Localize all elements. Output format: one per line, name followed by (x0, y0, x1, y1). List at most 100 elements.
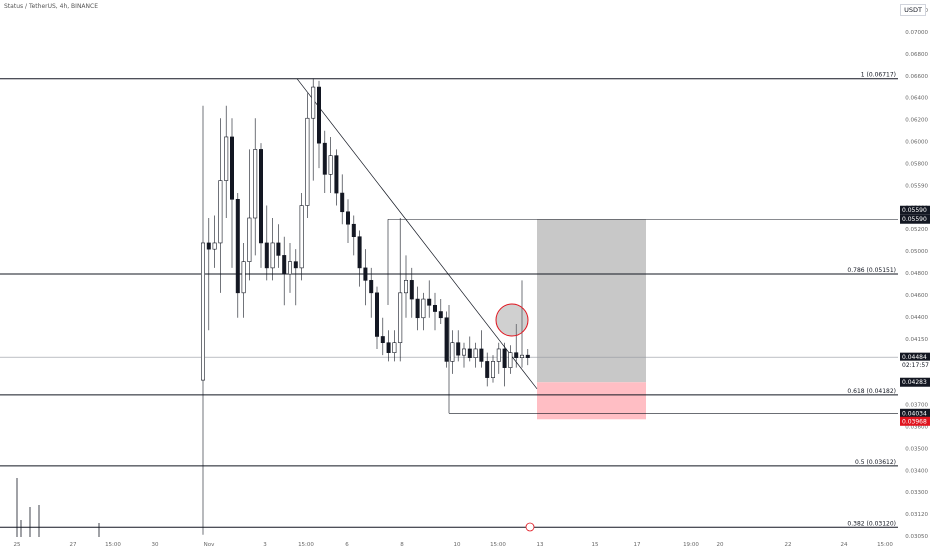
price-tick-label: 0.03300 (905, 490, 928, 496)
time-tick-label: 6 (345, 542, 349, 548)
stop-badge-text: 0.04034 (902, 410, 927, 417)
time-tick-label: 15:00 (490, 542, 506, 548)
time-tick-label: 3 (263, 542, 267, 548)
candle-body (444, 317, 449, 362)
candle-body (485, 361, 490, 378)
fib-level-label: 0.786 (0.05151) (847, 267, 896, 274)
candle-body (340, 192, 345, 213)
entry-badge: 0.04283 (900, 377, 930, 387)
candle-body (461, 348, 466, 356)
price-tick-label: 0.03050 (905, 534, 928, 540)
candle-body (201, 242, 206, 381)
candle-body (369, 280, 374, 294)
candle-body (438, 311, 443, 319)
candle-body (421, 298, 426, 319)
time-tick-label: 20 (717, 542, 724, 548)
price-tick-label: 0.04150 (905, 337, 928, 343)
current-price-badge: 0.04484 (900, 352, 930, 362)
fib-level-label: 1 (0.06717) (861, 72, 896, 79)
candle-body (427, 298, 432, 306)
target-badge-bg (900, 214, 930, 224)
fib-level-label: 0.618 (0.04182) (847, 388, 896, 395)
profit-zone (537, 219, 646, 383)
candle-body (270, 242, 275, 269)
candle-body (322, 142, 327, 175)
candle-body (224, 136, 229, 181)
stop-loss-badge-text: 0.03968 (902, 418, 927, 425)
time-tick-label: 15:00 (298, 542, 314, 548)
candle-body (432, 304, 437, 312)
candle-body (235, 198, 240, 294)
stop-badge: 0.04034 (900, 408, 930, 418)
time-axis: 25 27 15:00 30 Nov 3 15:00 6 8 10 15:00 13 15 17 19:00… (14, 542, 894, 548)
candle-body (328, 155, 333, 175)
time-tick-label: 13 (537, 542, 544, 548)
candle-body (450, 342, 455, 362)
trendline (296, 78, 538, 390)
candle-body (206, 242, 211, 250)
stop-loss-badge-bg (900, 416, 930, 426)
price-axis: 0.072000.070000.068000.066000.064000.062… (905, 8, 928, 540)
price-tick-label: 0.06400 (905, 96, 928, 102)
event-marker-icon (525, 522, 535, 532)
candle-body (241, 261, 246, 294)
time-tick-label: 25 (14, 542, 21, 548)
candle-body (380, 336, 385, 344)
candle-body (403, 280, 408, 294)
price-tick-label: 0.05590 (905, 183, 928, 189)
price-tick-label: 0.05200 (905, 227, 928, 233)
current-price-badge-bg (900, 352, 930, 362)
fib-level-label: 0.5 (0.03612) (855, 459, 896, 466)
candle-body (479, 348, 484, 362)
price-tick-label: 0.06200 (905, 118, 928, 124)
candle-body (496, 348, 501, 362)
stop-badge-bg (900, 408, 930, 418)
candle-body (490, 361, 495, 378)
candle-body (345, 211, 350, 225)
price-tick-label: 0.03120 (905, 512, 928, 518)
price-tick-label: 0.03600 (905, 424, 928, 430)
candle-body (212, 242, 217, 250)
currency-badge[interactable]: USDT (900, 4, 926, 16)
candle-body (230, 136, 235, 200)
candle-body (218, 180, 223, 244)
chart-title: Status / TetherUS, 4h, BINANCE (4, 3, 99, 10)
entry-badge-text: 0.04283 (902, 379, 927, 386)
time-tick-label: 15 (592, 542, 599, 548)
time-tick-label: 24 (841, 542, 848, 548)
target-badge-upper-bg (900, 205, 930, 215)
time-tick-label: 27 (70, 542, 77, 548)
candle-body (508, 352, 513, 368)
fib-level-label: 0.382 (0.03120) (847, 520, 896, 527)
candle-body (351, 223, 356, 238)
candle-body (253, 149, 258, 219)
target-badge-upper-text: 0.05590 (902, 207, 927, 214)
countdown-badge: 02:17:57 (900, 360, 930, 370)
candle-body (386, 342, 391, 353)
time-tick-label: 10 (454, 542, 461, 548)
current-price-badge-text: 0.04484 (902, 354, 927, 361)
target-badge: 0.05590 (900, 214, 930, 224)
candle-body (299, 205, 304, 269)
candle-body (392, 342, 397, 353)
candle-body (502, 348, 507, 368)
target-badge-upper: 0.05590 (900, 205, 930, 215)
candle-body (334, 155, 339, 194)
price-tick-label: 0.05000 (905, 249, 928, 255)
candle-body (316, 86, 321, 144)
candle-body (456, 342, 461, 356)
price-tick-label: 0.06600 (905, 74, 928, 80)
candle-body (374, 292, 379, 337)
time-tick-label: 15:00 (877, 542, 893, 548)
candle-body (282, 255, 287, 275)
price-tick-label: 0.06800 (905, 52, 928, 58)
stop-zone (537, 382, 646, 420)
candle-body (398, 292, 403, 344)
target-badge-text: 0.05590 (902, 216, 927, 223)
time-tick-label: 22 (785, 542, 792, 548)
price-tick-label: 0.07000 (905, 30, 928, 36)
price-tick-label: 0.04400 (905, 315, 928, 321)
price-tick-label: 0.06000 (905, 140, 928, 146)
price-tick-label: 0.05800 (905, 161, 928, 167)
